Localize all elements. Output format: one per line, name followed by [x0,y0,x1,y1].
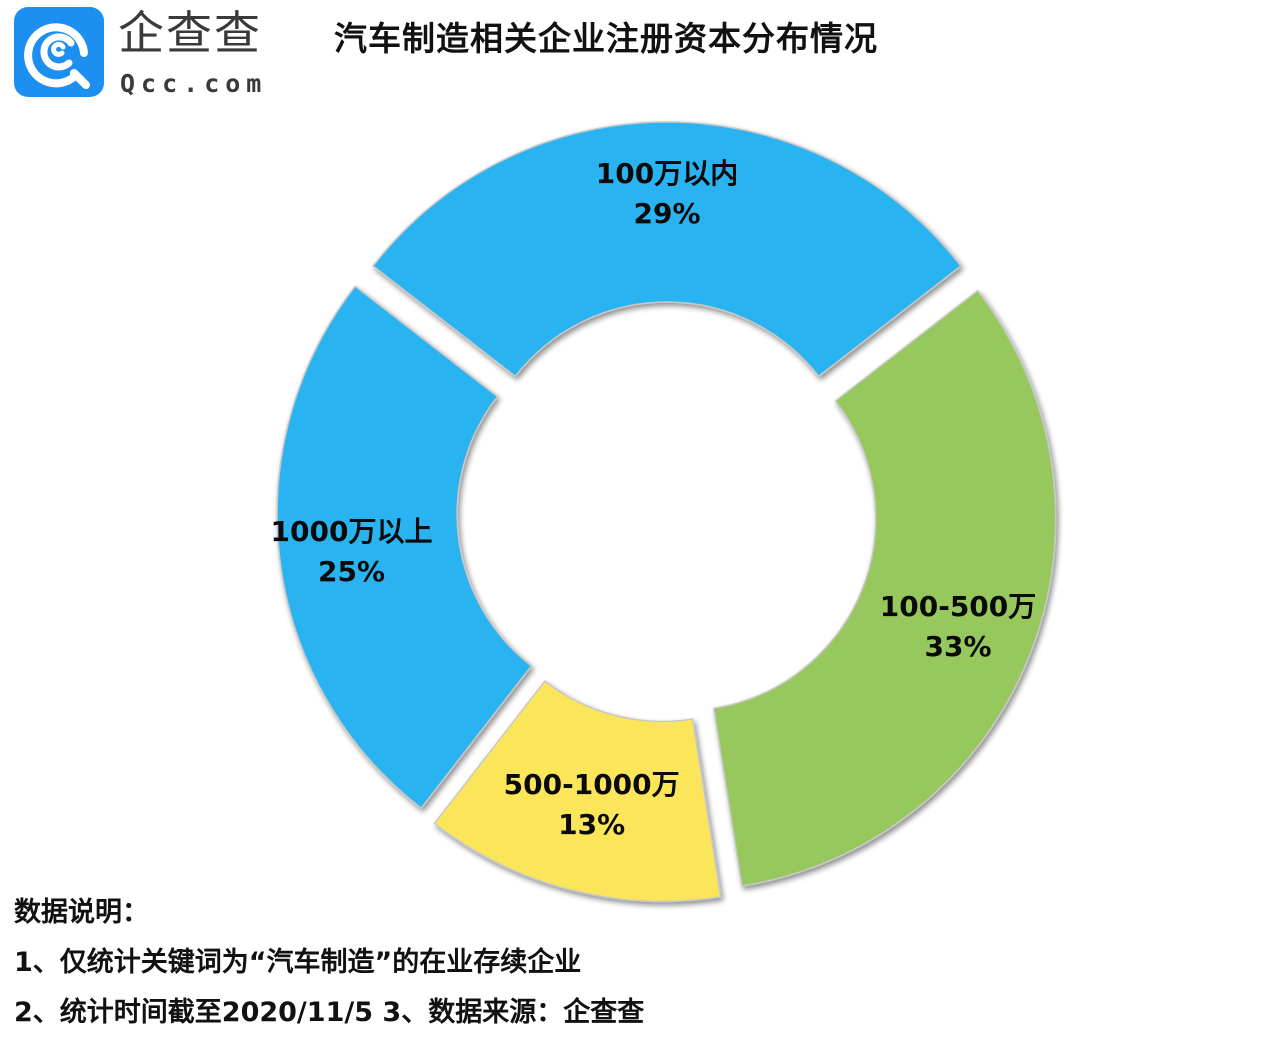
slice-category: 100-500万 [879,590,1037,624]
slice-label: 500-1000万 13% [504,765,680,845]
slice-category: 500-1000万 [503,768,680,802]
donut-slice [276,285,533,810]
logo-name-cn: 企查查 [118,6,262,60]
note-item-2: 2、统计时间截至2020/11/5 3、数据来源：企查查 [14,997,645,1028]
qcc-logo-icon [14,7,104,97]
chart-title: 汽车制造相关企业注册资本分布情况 [334,19,878,58]
donut-slice [433,680,722,903]
notes-heading: 数据说明： [14,897,149,928]
slice-label: 1000万以上 25% [271,512,433,592]
donut-slice [712,289,1057,887]
slice-category: 100万以内 [595,157,739,190]
slice-percent: 13% [558,808,626,842]
slice-percent: 29% [633,197,701,230]
logo: 企查查 Qcc.com [14,6,274,99]
slice-label: 100-500万 33% [880,587,1037,667]
logo-name-en: Qcc.com [120,69,268,98]
slice-category: 1000万以上 [270,514,433,548]
slice-percent: 33% [924,630,992,664]
donut-slice [372,121,962,378]
slice-label: 100万以内 29% [596,154,738,234]
note-item-1: 1、仅统计关键词为“汽车制造”的在业存续企业 [14,947,582,978]
slice-percent: 25% [317,554,386,588]
data-notes: 数据说明： 1、仅统计关键词为“汽车制造”的在业存续企业 2、统计时间截至202… [14,888,644,1038]
